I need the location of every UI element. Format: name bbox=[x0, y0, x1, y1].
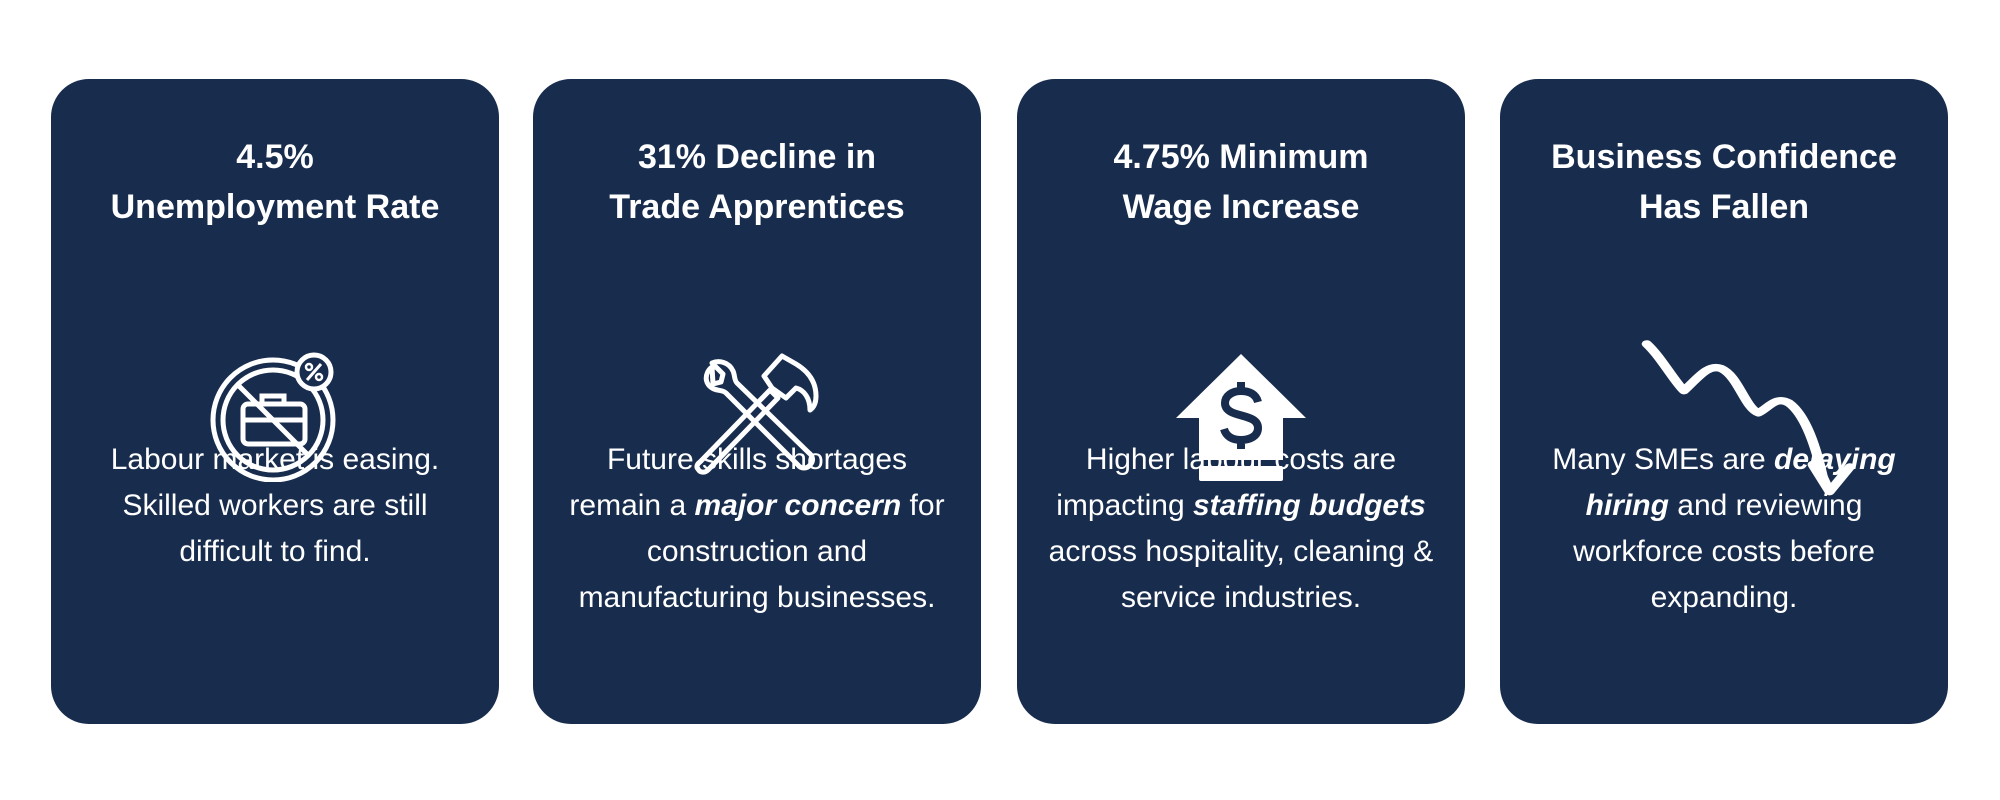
card-body: Future skills shortages remain a major c… bbox=[557, 437, 957, 621]
body-text: for construction and manufacturing busin… bbox=[578, 489, 945, 614]
icon-decline bbox=[1641, 340, 1855, 496]
title-line: Unemployment Rate bbox=[110, 188, 440, 226]
body-text: across hospitality, cleaning & service i… bbox=[1048, 535, 1434, 614]
card-title: Business Confidence Has Fallen bbox=[1500, 79, 1948, 232]
stat-card: 4.75% Minimum Wage Increase Higher labour… bbox=[1017, 79, 1465, 724]
title-line: Wage Increase bbox=[1122, 188, 1360, 226]
icon-tools bbox=[694, 353, 819, 475]
card-body: Many SMEs are delaying hiring and review… bbox=[1524, 437, 1924, 621]
title-line: 4.5% bbox=[236, 138, 314, 176]
stat-card: 4.5% Unemployment Rate Labour market is e… bbox=[51, 79, 499, 724]
card-title: 31% Decline in Trade Apprentices bbox=[533, 79, 981, 232]
emphasis-text: staffing budgets bbox=[1192, 489, 1426, 522]
card-body: Labour market is easing. Skilled workers… bbox=[75, 437, 475, 575]
title-line: Business Confidence bbox=[1551, 138, 1897, 176]
icon-unemployment bbox=[210, 352, 336, 482]
body-text: Many SMEs are bbox=[1552, 443, 1775, 476]
stat-card: Business Confidence Has Fallen Many SMEs … bbox=[1500, 79, 1948, 724]
title-line: Trade Apprentices bbox=[609, 188, 905, 226]
card-title: 4.75% Minimum Wage Increase bbox=[1017, 79, 1465, 232]
stat-card: 31% Decline in Trade Apprentices Future s… bbox=[533, 79, 981, 724]
title-line: 4.75% Minimum bbox=[1113, 138, 1369, 176]
body-text: Higher labour costs are impacting bbox=[1056, 443, 1397, 522]
title-line: Has Fallen bbox=[1638, 188, 1810, 226]
body-text: and reviewing workforce costs before exp… bbox=[1573, 489, 1875, 614]
card-body: Higher labour costs are impacting staffi… bbox=[1041, 437, 1441, 621]
emphasis-text: major concern bbox=[694, 489, 902, 522]
emphasis-text: delaying hiring bbox=[1585, 443, 1896, 522]
card-title: 4.5% Unemployment Rate bbox=[51, 79, 499, 232]
icon-wage bbox=[1176, 354, 1306, 481]
title-line: 31% Decline in bbox=[637, 138, 877, 176]
body-text: Future skills shortages remain a bbox=[569, 443, 908, 522]
body-text: Labour market is easing. Skilled workers… bbox=[110, 443, 440, 568]
